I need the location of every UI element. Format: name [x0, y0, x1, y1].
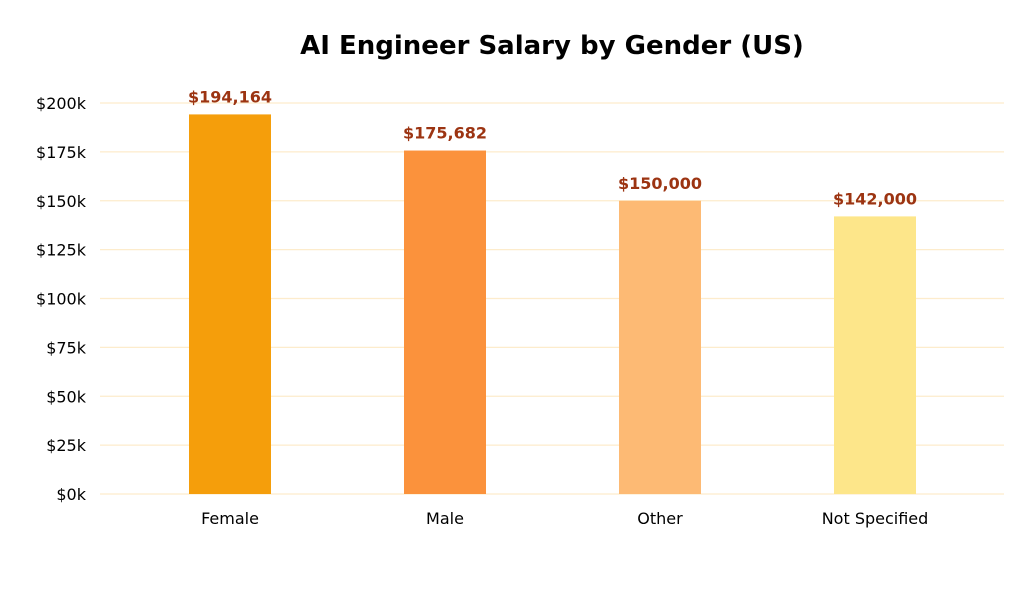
y-tick-label: $150k [36, 192, 87, 211]
x-tick-label: Not Specified [822, 509, 929, 528]
chart-title: AI Engineer Salary by Gender (US) [300, 31, 804, 61]
data-label: $194,164 [188, 87, 272, 106]
data-label: $150,000 [618, 174, 702, 193]
y-tick-label: $25k [46, 436, 87, 455]
y-tick-label: $50k [46, 387, 87, 406]
bar [834, 216, 916, 494]
data-label: $142,000 [833, 189, 917, 208]
y-tick-label: $100k [36, 290, 87, 309]
y-tick-label: $175k [36, 143, 87, 162]
y-axis-ticks: $0k $25k $50k $75k $100k $125k $150k $175k $200k [36, 94, 87, 504]
data-label: $175,682 [403, 124, 487, 143]
x-axis-ticks: Female Male Other Not Specified [201, 509, 928, 528]
x-tick-label: Male [426, 509, 464, 528]
y-tick-label: $75k [46, 338, 87, 357]
data-labels: $194,164 $175,682 $150,000 $142,000 [188, 87, 917, 208]
x-tick-label: Other [637, 509, 683, 528]
x-tick-label: Female [201, 509, 259, 528]
bar [619, 200, 701, 494]
bar [404, 150, 486, 494]
bar [189, 114, 271, 495]
bars [189, 114, 916, 495]
y-tick-label: $0k [56, 485, 86, 504]
y-tick-label: $125k [36, 241, 87, 260]
y-tick-label: $200k [36, 94, 87, 113]
